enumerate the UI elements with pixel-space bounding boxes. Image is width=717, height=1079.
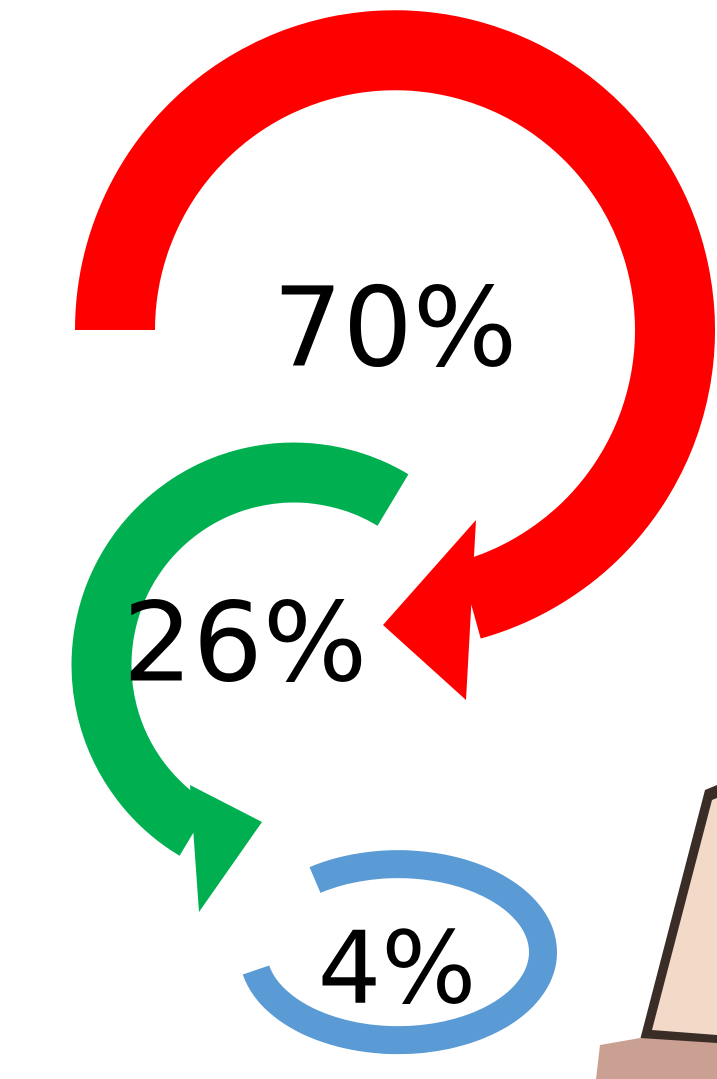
red-arrow-arc bbox=[75, 10, 715, 639]
node-label: 70% bbox=[273, 263, 518, 391]
red-arrow-head bbox=[383, 520, 476, 700]
blue-ring bbox=[242, 850, 557, 1055]
green-arrow-head bbox=[190, 785, 262, 912]
node-label: 26% bbox=[123, 578, 368, 706]
green-arrow-arc bbox=[71, 442, 409, 856]
laptop-image bbox=[596, 785, 717, 1079]
node-label: 4% bbox=[318, 909, 477, 1026]
